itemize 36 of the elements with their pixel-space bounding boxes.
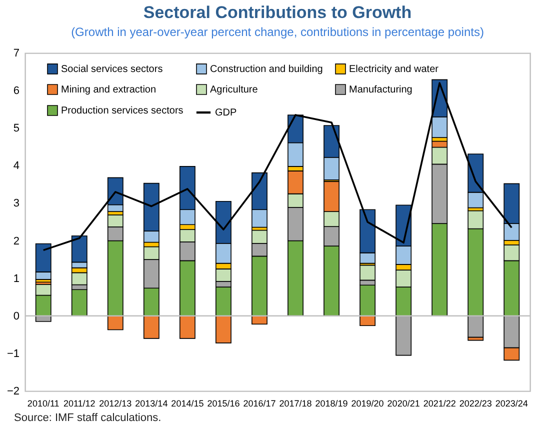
source-note: Source: IMF staff calculations. (13, 411, 162, 424)
x-tick-label: 2021/22 (423, 398, 456, 408)
x-tick-label: 2012/13 (99, 398, 132, 408)
y-tick-label: −2 (6, 386, 20, 398)
y-tick-label: 4 (13, 160, 20, 172)
chart-subtitle: (Growth in year-over-year percent change, contributions in percentage points) (71, 25, 484, 39)
legend-label: Production services sectors (61, 106, 184, 116)
y-tick-label: 0 (13, 310, 20, 322)
legend-label: Agriculture (210, 84, 258, 96)
legend-label: Construction and building (210, 64, 323, 75)
chart-title: Sectoral Contributions to Growth (143, 3, 412, 22)
x-tick-label: 2014/15 (171, 398, 204, 408)
y-tick-label: 2 (13, 235, 20, 248)
y-tick-label: 7 (13, 48, 20, 60)
y-tick-label: 5 (13, 122, 20, 135)
y-tick-label: −1 (6, 348, 20, 360)
y-tick-label: 3 (13, 198, 20, 210)
x-tick-label: 2013/14 (135, 398, 168, 408)
x-tick-label: 2019/20 (351, 398, 384, 408)
legend-label: Electricity and water (349, 64, 440, 75)
x-tick-label: 2017/18 (279, 398, 312, 408)
y-tick-label: 6 (13, 85, 20, 98)
x-tick-label: 2015/16 (207, 398, 240, 408)
x-tick-label: 2010/11 (27, 398, 60, 408)
y-tick-label: 1 (13, 272, 20, 285)
legend-label: GDP (215, 108, 237, 118)
x-tick-label: 2018/19 (315, 398, 348, 408)
legend-label: Manufacturing (349, 84, 412, 96)
x-tick-label: 2011/12 (63, 398, 96, 408)
x-tick-label: 2016/17 (243, 398, 276, 408)
x-tick-label: 2020/21 (387, 398, 420, 408)
legend-label: Social services sectors (61, 64, 163, 75)
x-tick-label: 2023/24 (495, 398, 528, 408)
x-tick-label: 2022/23 (459, 398, 492, 408)
legend-label: Mining and extraction (61, 84, 156, 96)
bar (71, 289, 88, 316)
